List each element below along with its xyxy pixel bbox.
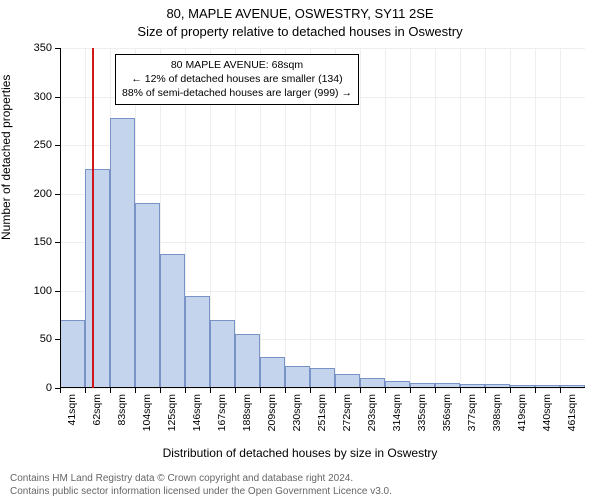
grid-line-v <box>535 48 536 388</box>
grid-line-v <box>360 48 361 388</box>
x-tick <box>235 388 236 393</box>
y-tick-label: 100 <box>34 285 60 297</box>
attribution-footer: Contains HM Land Registry data © Crown c… <box>10 472 392 498</box>
x-tick <box>410 388 411 393</box>
annotation-line-3: 88% of semi-detached houses are larger (… <box>122 86 352 100</box>
x-tick-label: 146sqm <box>191 394 203 431</box>
x-tick <box>110 388 111 393</box>
histogram-bar <box>60 320 85 388</box>
footer-line-1: Contains HM Land Registry data © Crown c… <box>10 472 392 485</box>
y-tick-label: 50 <box>40 333 60 345</box>
y-axis-label: Number of detached properties <box>0 75 13 240</box>
grid-line-v <box>485 48 486 388</box>
x-tick <box>385 388 386 393</box>
x-tick <box>135 388 136 393</box>
annotation-box: 80 MAPLE AVENUE: 68sqm← 12% of detached … <box>115 54 359 105</box>
x-tick <box>160 388 161 393</box>
x-tick <box>285 388 286 393</box>
histogram-bar <box>210 320 235 388</box>
annotation-line-2: ← 12% of detached houses are smaller (13… <box>122 72 352 86</box>
histogram-bar <box>160 254 185 388</box>
x-axis-line <box>60 387 585 388</box>
x-tick-label: 293sqm <box>366 394 378 431</box>
histogram-bar <box>285 366 310 388</box>
histogram-bar <box>135 203 160 388</box>
plot-area: 05010015020025030035041sqm62sqm83sqm104s… <box>60 48 585 388</box>
y-axis-line <box>60 48 61 388</box>
x-tick <box>60 388 61 393</box>
y-tick-label: 350 <box>34 42 60 54</box>
histogram-bar <box>335 374 360 388</box>
histogram-bar <box>185 296 210 388</box>
x-tick <box>335 388 336 393</box>
x-tick-label: 398sqm <box>491 394 503 431</box>
y-tick-label: 0 <box>46 382 60 394</box>
x-tick-label: 272sqm <box>341 394 353 431</box>
histogram-bar <box>110 118 135 388</box>
y-tick-label: 200 <box>34 188 60 200</box>
x-tick-label: 230sqm <box>291 394 303 431</box>
x-tick-label: 167sqm <box>216 394 228 431</box>
x-tick <box>210 388 211 393</box>
x-axis-label: Distribution of detached houses by size … <box>0 446 600 460</box>
x-tick-label: 188sqm <box>241 394 253 431</box>
x-tick <box>460 388 461 393</box>
x-tick <box>435 388 436 393</box>
x-tick-label: 83sqm <box>116 394 128 426</box>
x-tick-label: 356sqm <box>441 394 453 431</box>
y-tick-label: 250 <box>34 139 60 151</box>
x-tick <box>535 388 536 393</box>
annotation-line-1: 80 MAPLE AVENUE: 68sqm <box>122 58 352 72</box>
histogram-bar <box>310 368 335 388</box>
grid-line-v <box>510 48 511 388</box>
x-tick-label: 440sqm <box>541 394 553 431</box>
grid-line-v <box>385 48 386 388</box>
x-tick-label: 41sqm <box>66 394 78 426</box>
grid-line-h <box>60 48 585 49</box>
histogram-bar <box>235 334 260 388</box>
x-tick <box>510 388 511 393</box>
x-tick-label: 62sqm <box>91 394 103 426</box>
x-tick-label: 419sqm <box>516 394 528 431</box>
x-tick-label: 251sqm <box>316 394 328 431</box>
grid-line-v <box>460 48 461 388</box>
grid-line-h <box>60 145 585 146</box>
histogram-bar <box>85 169 110 388</box>
grid-line-v <box>560 48 561 388</box>
y-tick-label: 150 <box>34 236 60 248</box>
grid-line-h <box>60 388 585 389</box>
x-tick <box>360 388 361 393</box>
x-tick <box>310 388 311 393</box>
footer-line-2: Contains public sector information licen… <box>10 485 392 498</box>
chart-title-sub: Size of property relative to detached ho… <box>0 24 600 39</box>
y-tick-label: 300 <box>34 91 60 103</box>
x-tick <box>85 388 86 393</box>
grid-line-h <box>60 194 585 195</box>
grid-line-v <box>435 48 436 388</box>
x-tick-label: 314sqm <box>391 394 403 431</box>
x-tick <box>485 388 486 393</box>
chart-container: 80, MAPLE AVENUE, OSWESTRY, SY11 2SE Siz… <box>0 0 600 500</box>
x-tick <box>560 388 561 393</box>
grid-line-v <box>410 48 411 388</box>
property-marker-line <box>92 48 94 388</box>
x-tick-label: 335sqm <box>416 394 428 431</box>
x-tick-label: 209sqm <box>266 394 278 431</box>
x-tick-label: 377sqm <box>466 394 478 431</box>
x-tick <box>185 388 186 393</box>
histogram-bar <box>260 357 285 388</box>
chart-title-main: 80, MAPLE AVENUE, OSWESTRY, SY11 2SE <box>0 6 600 21</box>
x-tick-label: 104sqm <box>141 394 153 431</box>
x-tick <box>260 388 261 393</box>
x-tick-label: 125sqm <box>166 394 178 431</box>
x-tick-label: 461sqm <box>566 394 578 431</box>
